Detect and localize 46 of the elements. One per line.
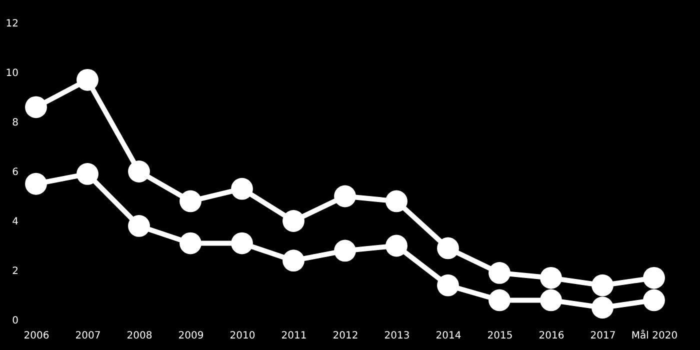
x-tick-label: 2008 (126, 330, 152, 342)
point (592, 296, 614, 319)
x-tick-label: 2015 (487, 330, 513, 342)
y-tick-label: 0 (12, 316, 18, 326)
point (386, 234, 408, 257)
x-tick-label: 2010 (230, 330, 256, 342)
point (334, 185, 356, 208)
point (488, 289, 510, 312)
point (128, 160, 150, 182)
point (643, 266, 665, 289)
y-tick-label: 8 (12, 118, 18, 128)
x-tick-label: 2011 (281, 330, 307, 342)
point (386, 190, 408, 212)
point (488, 262, 510, 284)
point (231, 232, 253, 254)
point (25, 172, 47, 195)
x-tick-label: 2007 (75, 330, 101, 342)
y-tick-label: 10 (6, 68, 18, 79)
point (76, 68, 98, 91)
y-tick-label: 12 (6, 18, 18, 30)
x-tick-label: 2009 (178, 330, 204, 342)
point (334, 240, 356, 262)
x-tick-label: 2016 (538, 330, 564, 342)
point (180, 232, 202, 254)
point (180, 190, 202, 212)
point (25, 96, 47, 118)
point (540, 289, 562, 312)
point (128, 215, 150, 237)
point (437, 237, 459, 260)
point (76, 163, 98, 185)
point (282, 210, 304, 232)
x-tick-label: 2012 (332, 330, 358, 342)
x-tick-label: 2014 (436, 330, 462, 342)
point (540, 266, 562, 289)
x-tick-label: 2017 (590, 330, 616, 342)
point (231, 178, 253, 200)
y-tick-label: 4 (12, 216, 18, 228)
x-tick-label: 2013 (384, 330, 410, 342)
y-tick-label: 6 (12, 167, 18, 178)
y-tick-label: 2 (12, 266, 18, 277)
point (437, 274, 459, 296)
point (592, 274, 614, 296)
x-tick-label: Mål 2020 (631, 330, 678, 342)
point (282, 250, 304, 272)
point (643, 289, 665, 312)
x-tick-label: 2006 (24, 330, 50, 342)
